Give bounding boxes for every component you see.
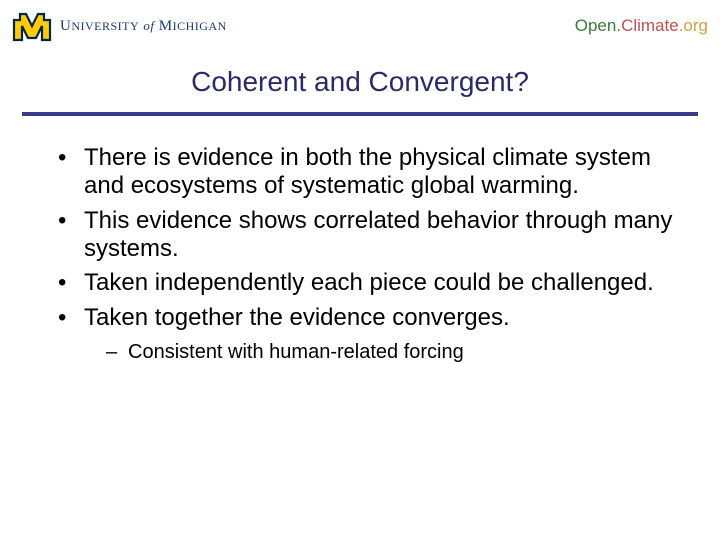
- university-name: UNIVERSITY of MICHIGAN: [60, 18, 227, 35]
- bullet-text: This evidence shows correlated behavior …: [84, 207, 672, 262]
- content-area: There is evidence in both the physical c…: [0, 116, 720, 364]
- bullet-list: There is evidence in both the physical c…: [40, 144, 680, 364]
- list-item: This evidence shows correlated behavior …: [68, 207, 680, 264]
- sub-list-item: Consistent with human-related forcing: [114, 340, 680, 364]
- title-area: Coherent and Convergent?: [0, 48, 720, 104]
- openclimate-climate: Climate: [621, 16, 679, 35]
- header-bar: UNIVERSITY of MICHIGAN Open.Climate.org: [0, 0, 720, 48]
- sub-bullet-list: Consistent with human-related forcing: [84, 340, 680, 364]
- bullet-text: Taken together the evidence converges.: [84, 304, 510, 331]
- michigan-m-logo: [12, 10, 52, 42]
- openclimate-org: org: [683, 16, 708, 35]
- slide-title: Coherent and Convergent?: [0, 66, 720, 98]
- bullet-text: Taken independently each piece could be …: [84, 269, 654, 296]
- bullet-text: There is evidence in both the physical c…: [84, 144, 651, 199]
- list-item: There is evidence in both the physical c…: [68, 144, 680, 201]
- sub-bullet-text: Consistent with human-related forcing: [128, 341, 464, 363]
- list-item: Taken independently each piece could be …: [68, 269, 680, 297]
- university-logo-block: UNIVERSITY of MICHIGAN: [12, 10, 227, 42]
- openclimate-open: Open.: [575, 16, 621, 35]
- openclimate-logo: Open.Climate.org: [575, 16, 708, 36]
- list-item: Taken together the evidence converges. C…: [68, 304, 680, 364]
